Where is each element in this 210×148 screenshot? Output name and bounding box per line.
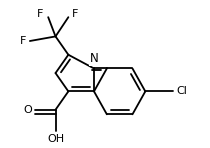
Text: F: F xyxy=(37,9,44,19)
Text: Cl: Cl xyxy=(176,86,187,96)
Text: F: F xyxy=(20,36,26,46)
Text: OH: OH xyxy=(47,134,64,144)
Text: N: N xyxy=(90,52,98,65)
Text: F: F xyxy=(72,9,78,19)
Text: O: O xyxy=(23,105,32,115)
